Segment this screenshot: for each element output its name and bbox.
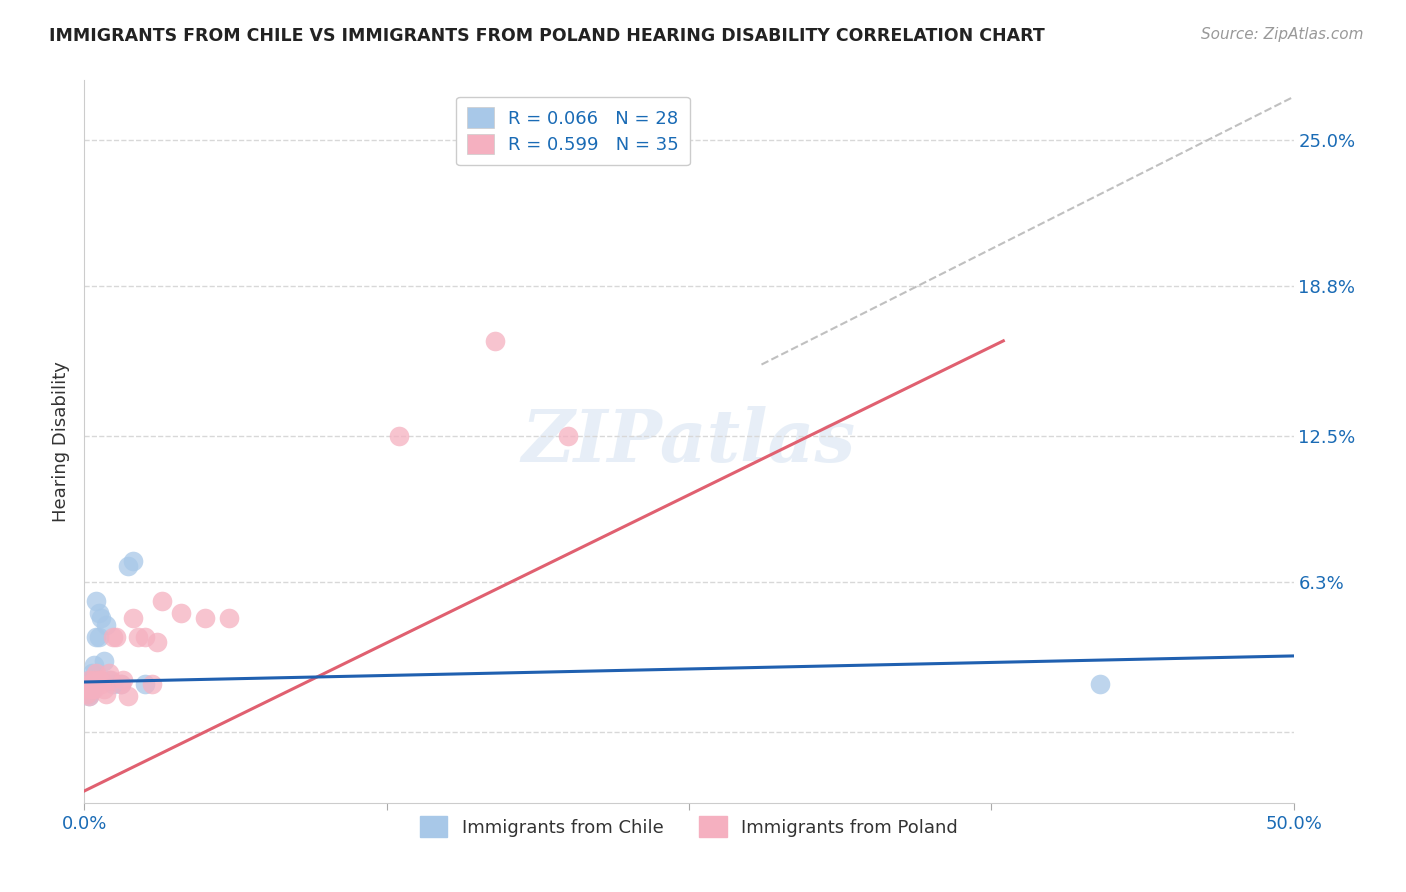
- Point: [103, 677, 125, 691]
- Point: [146, 634, 169, 648]
- Point: [87, 630, 110, 644]
- Point: [117, 558, 139, 573]
- Y-axis label: Hearing Disability: Hearing Disability: [52, 361, 70, 522]
- Point: [388, 428, 411, 442]
- Point: [100, 673, 122, 687]
- Point: [170, 607, 193, 621]
- Point: [484, 334, 506, 348]
- Point: [80, 673, 103, 687]
- Point: [557, 428, 579, 442]
- Point: [93, 654, 115, 668]
- Point: [80, 682, 103, 697]
- Point: [87, 607, 110, 621]
- Point: [141, 677, 163, 691]
- Point: [76, 687, 98, 701]
- Legend: Immigrants from Chile, Immigrants from Poland: Immigrants from Chile, Immigrants from P…: [409, 805, 969, 848]
- Point: [117, 689, 139, 703]
- Point: [150, 594, 173, 608]
- Point: [80, 677, 103, 691]
- Point: [121, 554, 143, 568]
- Point: [94, 618, 117, 632]
- Point: [77, 689, 100, 703]
- Point: [77, 677, 100, 691]
- Point: [80, 677, 103, 691]
- Point: [104, 630, 127, 644]
- Point: [127, 630, 149, 644]
- Point: [86, 677, 108, 691]
- Point: [80, 682, 103, 697]
- Point: [112, 673, 135, 687]
- Point: [110, 677, 132, 691]
- Point: [83, 682, 105, 697]
- Point: [77, 689, 100, 703]
- Point: [94, 687, 117, 701]
- Point: [218, 611, 240, 625]
- Point: [76, 682, 98, 697]
- Point: [76, 687, 98, 701]
- Point: [83, 658, 105, 673]
- Point: [93, 682, 115, 697]
- Point: [1088, 677, 1111, 691]
- Point: [87, 673, 110, 687]
- Point: [134, 677, 156, 691]
- Point: [121, 611, 143, 625]
- Point: [77, 673, 100, 687]
- Text: Source: ZipAtlas.com: Source: ZipAtlas.com: [1201, 27, 1364, 42]
- Point: [77, 682, 100, 697]
- Point: [77, 677, 100, 691]
- Point: [77, 673, 100, 687]
- Point: [103, 630, 125, 644]
- Point: [86, 665, 108, 680]
- Point: [134, 630, 156, 644]
- Text: IMMIGRANTS FROM CHILE VS IMMIGRANTS FROM POLAND HEARING DISABILITY CORRELATION C: IMMIGRANTS FROM CHILE VS IMMIGRANTS FROM…: [49, 27, 1045, 45]
- Point: [76, 682, 98, 697]
- Point: [77, 687, 100, 701]
- Point: [86, 594, 108, 608]
- Point: [194, 611, 217, 625]
- Point: [76, 677, 98, 691]
- Point: [80, 665, 103, 680]
- Point: [97, 673, 120, 687]
- Point: [90, 673, 112, 687]
- Point: [86, 630, 108, 644]
- Point: [110, 677, 132, 691]
- Point: [90, 677, 112, 691]
- Text: ZIPatlas: ZIPatlas: [522, 406, 856, 477]
- Point: [90, 611, 112, 625]
- Point: [83, 673, 105, 687]
- Point: [97, 665, 120, 680]
- Point: [83, 673, 105, 687]
